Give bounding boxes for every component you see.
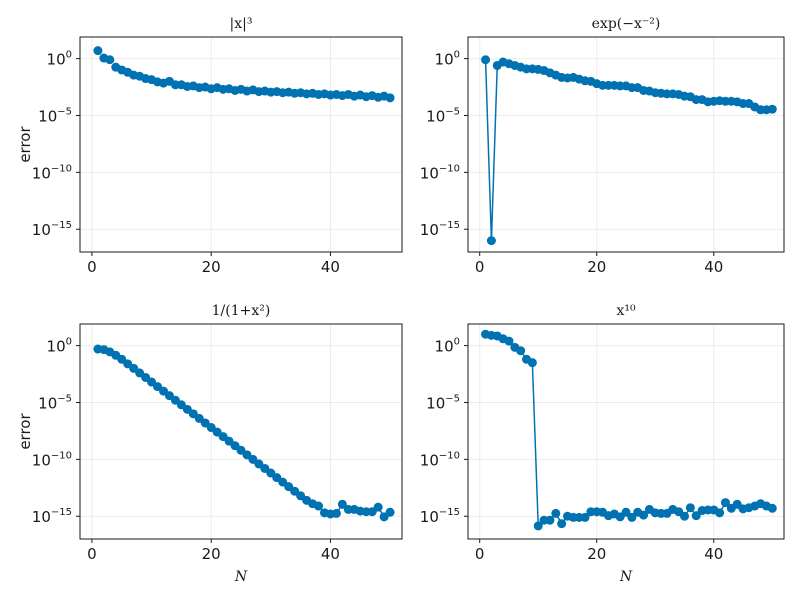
chart-title: exp(−x⁻²) <box>592 16 661 32</box>
chart-title: 1/(1+x²) <box>212 303 271 319</box>
x-tick-label: 40 <box>321 258 340 276</box>
y-tick-label: 100 <box>435 337 460 356</box>
y-tick-label: 10−15 <box>420 507 460 526</box>
x-axis-label: N <box>619 569 633 585</box>
data-point <box>331 508 341 518</box>
data-point <box>621 507 631 517</box>
y-tick-label: 10−5 <box>38 106 72 125</box>
y-tick-label: 10−15 <box>420 220 460 239</box>
panel-2: 0 20 40 100 10−5 10−10 10−15 exp(−x⁻²) <box>420 16 785 276</box>
data-point <box>580 512 590 522</box>
data-point <box>685 503 695 513</box>
chart-title: x¹⁰ <box>616 303 636 319</box>
x-tick-label: 0 <box>87 258 97 276</box>
data-point <box>385 507 395 517</box>
data-point <box>691 511 701 521</box>
data-point <box>680 511 690 521</box>
data-point <box>314 501 324 511</box>
data-point <box>516 346 526 356</box>
y-tick-label: 10−10 <box>420 163 460 182</box>
data-point <box>373 502 383 512</box>
y-tick-label: 10−10 <box>32 163 72 182</box>
x-tick-label: 20 <box>587 545 606 563</box>
y-tick-label: 10−5 <box>38 393 72 412</box>
data-point <box>486 236 496 246</box>
plot-frame <box>467 323 785 540</box>
data-point <box>385 93 395 103</box>
y-tick-label: 10−5 <box>426 393 460 412</box>
plot-frame <box>79 323 403 540</box>
data-point <box>533 521 543 531</box>
y-tick-label: 10−15 <box>32 507 72 526</box>
data-point <box>551 508 561 518</box>
panel-4: 0 20 40 100 10−5 10−10 10−15 x¹⁰ N <box>420 303 785 585</box>
x-tick-label: 40 <box>704 258 723 276</box>
x-tick-label: 0 <box>87 545 97 563</box>
data-point <box>557 519 567 529</box>
data-point <box>545 515 555 525</box>
data-point <box>767 104 777 114</box>
y-tick-label: 10−5 <box>426 106 460 125</box>
x-tick-label: 0 <box>475 545 485 563</box>
chart-title: |x|³ <box>230 16 253 32</box>
y-tick-label: 100 <box>47 337 72 356</box>
panel-1: 0 20 40 100 10−5 10−10 10−15 |x|³ error <box>16 16 403 276</box>
data-point <box>527 358 537 368</box>
plot-frame <box>79 36 403 253</box>
y-tick-label: 10−10 <box>420 450 460 469</box>
x-tick-label: 20 <box>587 258 606 276</box>
data-point <box>720 498 730 508</box>
x-axis-label: N <box>234 569 248 585</box>
data-point <box>481 55 491 65</box>
y-tick-label: 100 <box>47 50 72 69</box>
y-axis-label: error <box>16 126 34 163</box>
data-point <box>93 46 103 56</box>
data-point <box>715 508 725 518</box>
data-point <box>504 336 514 346</box>
x-tick-label: 40 <box>321 545 340 563</box>
y-tick-label: 10−15 <box>32 220 72 239</box>
x-tick-label: 20 <box>202 258 221 276</box>
x-tick-label: 20 <box>202 545 221 563</box>
data-point <box>639 510 649 520</box>
plot-frame <box>467 36 785 253</box>
data-point <box>627 512 637 522</box>
chart-panels: 0 20 40 100 10−5 10−10 10−15 |x|³ error 0 20 40 100 1… <box>16 16 785 585</box>
data-point <box>337 499 347 509</box>
y-tick-label: 10−10 <box>32 450 72 469</box>
data-point <box>105 55 115 65</box>
y-axis-label: error <box>16 413 34 450</box>
y-tick-label: 100 <box>435 50 460 69</box>
data-point <box>767 503 777 513</box>
panel-3: 0 20 40 100 10−5 10−10 10−15 1/(1+x²) error N <box>16 303 403 585</box>
x-tick-label: 0 <box>475 258 485 276</box>
x-tick-label: 40 <box>704 545 723 563</box>
